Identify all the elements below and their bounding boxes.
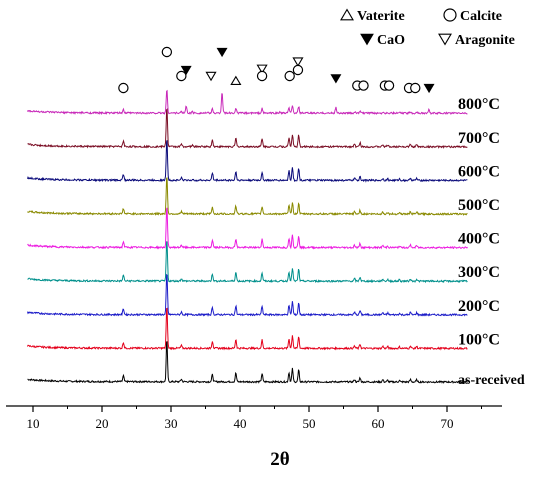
x-tick-label-50: 50	[303, 416, 316, 431]
series-label-400°C: 400°C	[458, 231, 500, 248]
trace-100°C	[27, 307, 468, 351]
trace-700°C	[27, 108, 468, 149]
series-label-100°C: 100°C	[458, 331, 500, 348]
x-axis: 10 20 30 40 50 60 70	[6, 405, 502, 431]
trace-400°C	[27, 207, 468, 250]
x-axis-label: 2θ	[270, 449, 290, 470]
x-tick-label-30: 30	[165, 416, 178, 431]
trace-as-received	[27, 341, 468, 384]
x-tick-label-60: 60	[372, 416, 385, 431]
trace-600°C	[27, 140, 468, 183]
calcite-marker	[161, 46, 173, 58]
series-label-as-received: as-received	[458, 373, 525, 388]
legend-label-vaterite: Vaterite	[357, 9, 405, 24]
calcite-marker	[284, 70, 295, 82]
series-label-700°C: 700°C	[458, 130, 500, 147]
x-tick-label-70: 70	[441, 416, 454, 431]
traces-layer	[27, 89, 468, 384]
trace-200°C	[27, 273, 468, 317]
calcite-marker	[383, 80, 395, 91]
series-label-800°C: 800°C	[458, 96, 500, 113]
calcite-marker	[292, 64, 304, 76]
legend-symbol-cao	[360, 33, 374, 46]
x-tick-label-10: 10	[27, 416, 40, 431]
vaterite-marker	[230, 75, 242, 86]
trace-500°C	[27, 177, 468, 217]
calcite-marker	[256, 70, 268, 82]
series-label-300°C: 300°C	[458, 264, 500, 281]
x-tick-label-40: 40	[234, 416, 247, 431]
series-label-200°C: 200°C	[458, 298, 500, 315]
series-label-600°C: 600°C	[458, 163, 500, 180]
cao-marker	[180, 65, 192, 76]
x-tick-label-20: 20	[96, 416, 109, 431]
calcite-marker	[176, 70, 187, 82]
cao-marker	[330, 74, 342, 84]
series-labels-layer: as-received 100°C 200°C 300°C 400°C 500°C 600°…	[458, 96, 525, 388]
legend-symbol-aragonite	[438, 33, 452, 46]
legend-label-aragonite: Aragonite	[455, 33, 515, 48]
legend-symbol-calcite	[443, 8, 457, 22]
cao-marker	[423, 83, 435, 94]
aragonite-marker	[292, 57, 304, 67]
aragonite-marker	[205, 71, 217, 82]
series-label-500°C: 500°C	[458, 197, 500, 214]
calcite-marker	[410, 82, 421, 94]
calcite-marker	[358, 80, 369, 91]
calcite-marker	[118, 82, 129, 94]
peak-markers-layer	[118, 46, 435, 94]
legend-symbol-vaterite	[340, 8, 354, 21]
cao-marker	[216, 47, 228, 58]
legend-label-calcite: Calcite	[460, 9, 502, 24]
legend-label-cao: CaO	[377, 33, 405, 48]
aragonite-marker	[256, 64, 268, 75]
trace-800°C	[27, 89, 468, 116]
trace-300°C	[27, 241, 468, 284]
legend: Vaterite Calcite CaO Aragonite	[340, 8, 515, 48]
